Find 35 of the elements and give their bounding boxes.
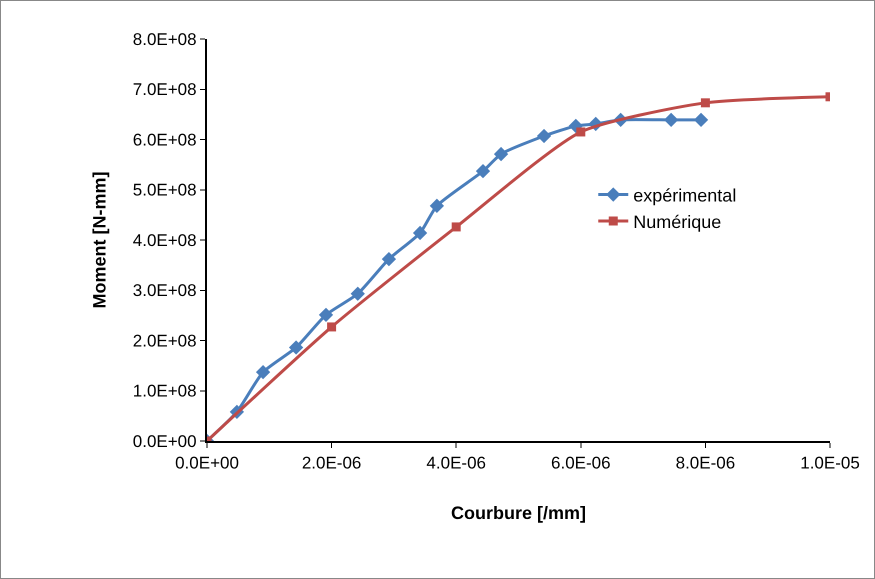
point <box>412 226 428 240</box>
y-tick-label: 5.0E+08 <box>132 180 197 200</box>
x-tick-label: 6.0E-06 <box>551 453 611 472</box>
point <box>494 146 508 162</box>
point <box>350 286 365 301</box>
point <box>536 128 552 144</box>
point <box>318 308 334 322</box>
point <box>576 127 586 136</box>
y-tick-label: 8.0E+08 <box>132 30 197 49</box>
point <box>382 252 396 266</box>
x-tick-label: 2.0E-06 <box>302 453 362 472</box>
x-axis-title: Courbure [/mm] <box>451 503 586 523</box>
y-axis-title: Moment [N-mm] <box>89 172 110 308</box>
y-tick-label: 2.0E+08 <box>132 331 197 350</box>
point <box>664 112 678 128</box>
point <box>256 365 270 380</box>
point <box>288 340 304 355</box>
x-tick-label: 8.0E-06 <box>676 453 736 472</box>
point <box>452 222 461 232</box>
x-tick-label: 4.0E-06 <box>426 453 486 472</box>
point <box>700 98 710 108</box>
point <box>430 198 444 213</box>
x-tick-label: 1.0E-05 <box>800 453 860 472</box>
y-tick-label: 7.0E+08 <box>132 80 197 100</box>
y-tick-label: 1.0E+08 <box>132 382 197 401</box>
y-tick-label: 6.0E+08 <box>132 130 197 150</box>
point <box>476 164 490 178</box>
y-tick-label: 3.0E+08 <box>132 281 197 300</box>
x-tick-label: 0.0E+00 <box>175 453 239 472</box>
legend-label: Numérique <box>633 212 722 232</box>
y-tick-label: 0.0E+00 <box>132 432 197 451</box>
point <box>694 112 708 128</box>
legend-label: expérimental <box>633 186 736 206</box>
point <box>327 322 336 332</box>
y-tick-label: 4.0E+08 <box>132 230 197 250</box>
